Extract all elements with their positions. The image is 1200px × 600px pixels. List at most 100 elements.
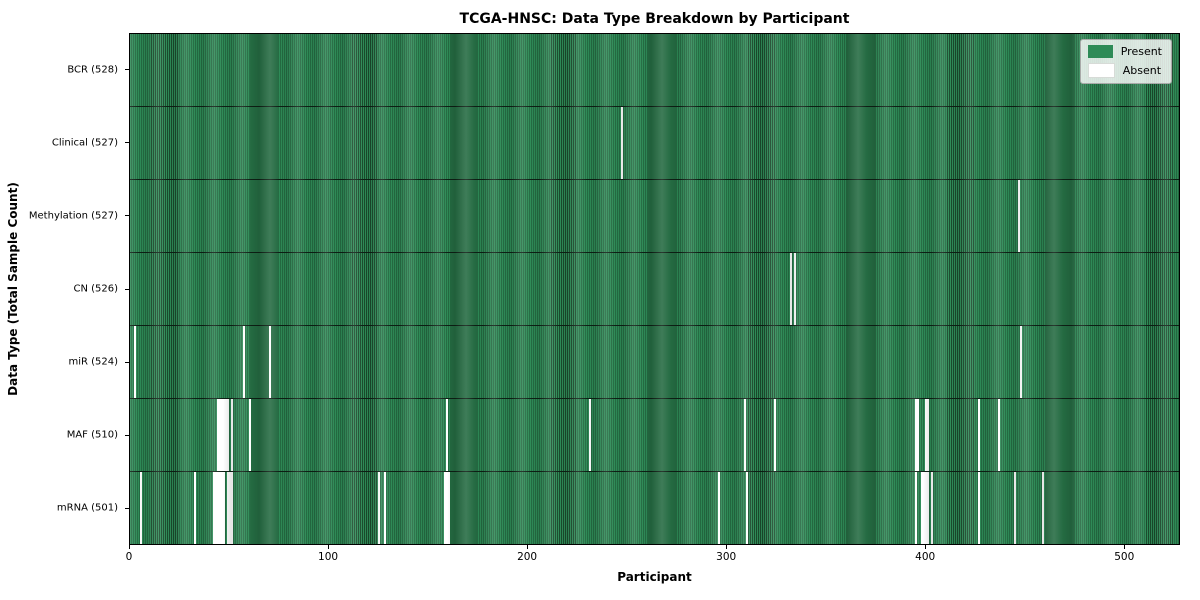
y-tick-label: BCR (528) xyxy=(67,64,118,76)
absent-mark xyxy=(269,326,272,398)
absent-mark xyxy=(219,399,222,471)
x-axis-title: Participant xyxy=(617,570,692,584)
absent-mark xyxy=(1014,472,1017,544)
y-axis: BCR (528) Clinical (527) Methylation (527)… xyxy=(0,33,129,545)
absent-mark xyxy=(718,472,721,544)
absent-mark xyxy=(620,107,623,179)
heatmap-row-cn xyxy=(130,253,1179,326)
absent-mark xyxy=(229,472,232,544)
heatmap-rows xyxy=(130,34,1179,544)
absent-mark xyxy=(773,399,776,471)
absent-mark xyxy=(916,399,919,471)
absent-mark xyxy=(227,472,230,544)
absent-mark xyxy=(227,399,230,471)
legend: Present Absent xyxy=(1079,39,1172,84)
absent-swatch xyxy=(1087,63,1115,78)
y-tick-mark xyxy=(125,361,129,363)
y-tick-mark xyxy=(125,434,129,436)
absent-mark xyxy=(219,472,222,544)
y-tick-mark xyxy=(125,142,129,144)
absent-mark xyxy=(225,399,228,471)
x-tick-mark xyxy=(328,545,330,549)
absent-mark xyxy=(998,399,1001,471)
heatmap-row-bcr xyxy=(130,34,1179,107)
absent-mark xyxy=(445,472,448,544)
x-tick-mark xyxy=(726,545,728,549)
legend-label-absent: Absent xyxy=(1122,64,1162,77)
x-tick-mark xyxy=(1124,545,1126,549)
y-tick-mark xyxy=(125,69,129,71)
absent-mark xyxy=(221,399,224,471)
absent-mark xyxy=(924,472,927,544)
legend-item-absent: Absent xyxy=(1087,63,1162,78)
heatmap-row-maf xyxy=(130,399,1179,472)
absent-mark xyxy=(793,253,796,325)
legend-item-present: Present xyxy=(1087,45,1162,58)
absent-mark xyxy=(243,326,246,398)
heatmap-row-mrna xyxy=(130,472,1179,544)
y-tick-mark xyxy=(125,288,129,290)
x-tick-label: 500 xyxy=(1114,551,1135,563)
absent-mark xyxy=(215,472,218,544)
absent-mark xyxy=(930,472,933,544)
absent-mark xyxy=(588,399,591,471)
y-tick-label: mRNA (501) xyxy=(56,502,118,514)
legend-label-present: Present xyxy=(1120,45,1162,58)
absent-mark xyxy=(914,399,917,471)
absent-mark xyxy=(920,472,923,544)
absent-mark xyxy=(978,399,981,471)
absent-mark xyxy=(1020,326,1023,398)
x-axis: 0 100 200 300 400 500 xyxy=(125,545,1180,569)
plot-area: Present Absent xyxy=(129,33,1180,545)
absent-mark xyxy=(213,472,216,544)
y-tick-label: miR (524) xyxy=(68,356,118,368)
absent-mark xyxy=(221,472,224,544)
absent-mark xyxy=(789,253,792,325)
absent-mark xyxy=(193,472,196,544)
y-tick-mark xyxy=(125,507,129,509)
absent-mark xyxy=(231,399,234,471)
x-tick-label: 400 xyxy=(915,551,936,563)
y-tick-label: MAF (510) xyxy=(66,429,118,441)
x-tick-mark xyxy=(527,545,529,549)
absent-mark xyxy=(249,399,252,471)
absent-mark xyxy=(378,472,381,544)
absent-mark xyxy=(217,399,220,471)
absent-mark xyxy=(978,472,981,544)
absent-mark xyxy=(1018,180,1021,252)
absent-mark xyxy=(133,326,136,398)
x-tick-mark xyxy=(925,545,927,549)
heatmap-row-clinical xyxy=(130,107,1179,180)
y-tick-label: Methylation (527) xyxy=(28,210,118,222)
heatmap-row-methylation xyxy=(130,180,1179,253)
y-tick-label: Clinical (527) xyxy=(51,137,118,149)
absent-mark xyxy=(743,399,746,471)
absent-mark xyxy=(217,472,220,544)
absent-mark xyxy=(384,472,387,544)
absent-mark xyxy=(922,472,925,544)
absent-mark xyxy=(926,472,929,544)
y-tick-mark xyxy=(125,215,129,217)
absent-mark xyxy=(223,399,226,471)
y-tick-label: CN (526) xyxy=(73,283,118,295)
absent-mark xyxy=(924,399,927,471)
chart-title: TCGA-HNSC: Data Type Breakdown by Partic… xyxy=(459,11,850,27)
absent-mark xyxy=(926,399,929,471)
x-tick-label: 0 xyxy=(125,551,133,563)
absent-mark xyxy=(139,472,142,544)
x-tick-mark xyxy=(129,545,130,549)
absent-mark xyxy=(231,472,234,544)
absent-mark xyxy=(223,472,226,544)
heatmap-row-mir xyxy=(130,326,1179,399)
absent-mark xyxy=(914,472,917,544)
present-swatch xyxy=(1087,45,1113,58)
absent-mark xyxy=(445,399,448,471)
x-tick-label: 300 xyxy=(716,551,737,563)
absent-mark xyxy=(1041,472,1044,544)
x-tick-label: 100 xyxy=(318,551,339,563)
x-tick-label: 200 xyxy=(517,551,538,563)
absent-mark xyxy=(447,472,450,544)
absent-mark xyxy=(745,472,748,544)
absent-mark xyxy=(443,472,446,544)
